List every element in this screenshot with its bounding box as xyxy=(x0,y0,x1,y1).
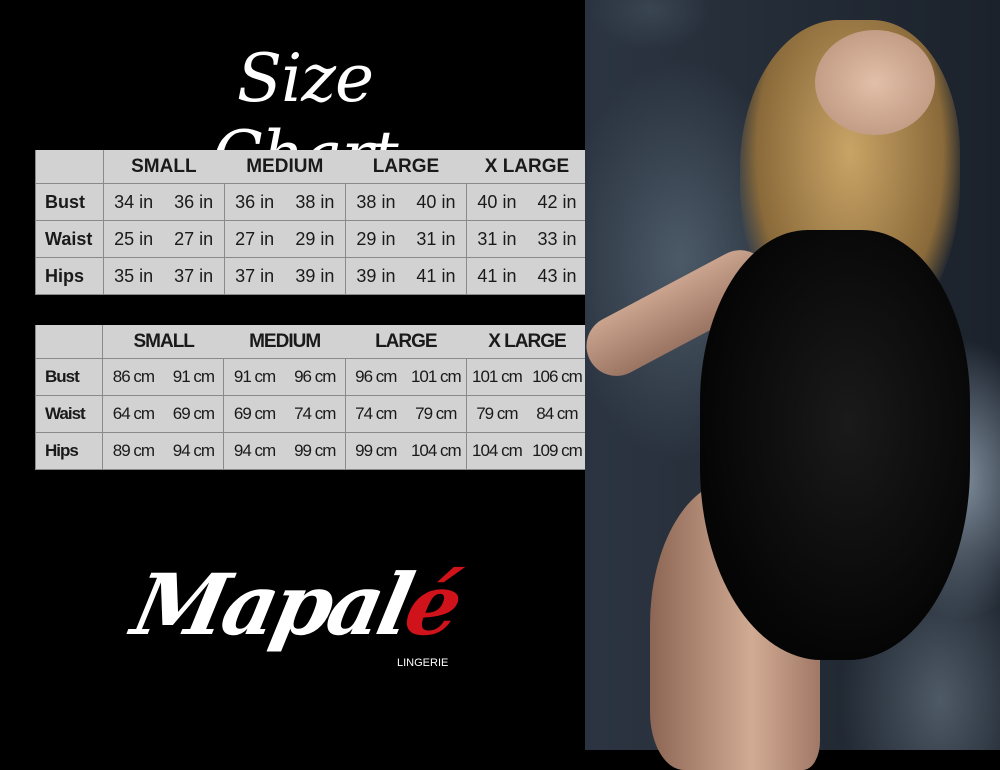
measurement-label: Waist xyxy=(34,395,104,433)
measurement-value: 35 in xyxy=(102,257,164,295)
table-row: Hips 35 in 37 in 37 in 39 in 39 in 41 in 41 in 4… xyxy=(35,257,588,295)
table-row: Bust 34 in 36 in 36 in 38 in 38 in 40 in 40 in 4… xyxy=(35,183,588,221)
measurement-value: 38 in xyxy=(344,183,406,221)
measurement-value: 41 in xyxy=(465,257,527,295)
measurement-value: 40 in xyxy=(465,183,527,221)
size-header: LARGE xyxy=(345,150,467,184)
measurement-value: 91 cm xyxy=(163,358,225,396)
measurement-value: 89 cm xyxy=(102,432,164,470)
measurement-value: 64 cm xyxy=(102,395,164,433)
model-photo-face xyxy=(815,30,935,135)
table-row: Waist 25 in 27 in 27 in 29 in 29 in 31 in 31 in… xyxy=(35,220,588,258)
measurement-value: 104 cm xyxy=(465,432,527,470)
measurement-value: 27 in xyxy=(223,220,285,258)
measurement-value: 91 cm xyxy=(223,358,285,396)
size-header: MEDIUM xyxy=(223,325,346,359)
size-header: MEDIUM xyxy=(224,150,346,184)
measurement-value: 99 cm xyxy=(344,432,406,470)
measurement-label: Waist xyxy=(35,220,104,258)
measurement-value: 86 cm xyxy=(102,358,164,396)
measurement-value: 43 in xyxy=(526,257,588,295)
measurement-value: 39 in xyxy=(284,257,346,295)
corner-cell xyxy=(35,150,104,184)
size-header: LARGE xyxy=(345,325,467,359)
table-row: Bust 86 cm 91 cm 91 cm 96 cm 96 cm 101 cm 101 c… xyxy=(34,358,588,396)
measurement-value: 96 cm xyxy=(284,358,346,396)
size-header: X LARGE xyxy=(466,150,588,184)
measurement-value: 99 cm xyxy=(284,432,346,470)
measurement-label: Bust xyxy=(34,358,104,396)
measurement-value: 36 in xyxy=(163,183,225,221)
measurement-value: 37 in xyxy=(223,257,285,295)
header-row: SMALL MEDIUM LARGE X LARGE xyxy=(35,150,588,184)
measurement-value: 37 in xyxy=(163,257,225,295)
header-row: SMALL MEDIUM LARGE X LARGE xyxy=(34,325,588,359)
measurement-value: 69 cm xyxy=(223,395,285,433)
measurement-value: 79 cm xyxy=(465,395,527,433)
brand-subtitle: LINGERIE xyxy=(397,657,449,669)
measurement-value: 94 cm xyxy=(223,432,285,470)
measurement-value: 31 in xyxy=(405,220,467,258)
table-row: Hips 89 cm 94 cm 94 cm 99 cm 99 cm 104 cm 104 c… xyxy=(34,432,588,470)
measurement-value: 38 in xyxy=(284,183,346,221)
measurement-value: 106 cm xyxy=(526,358,588,396)
size-header: X LARGE xyxy=(466,325,588,359)
measurement-value: 109 cm xyxy=(526,432,588,470)
measurement-value: 79 cm xyxy=(405,395,467,433)
size-table-inches: SMALL MEDIUM LARGE X LARGE Bust 34 in 36 in 36 … xyxy=(35,150,588,295)
measurement-value: 42 in xyxy=(526,183,588,221)
measurement-value: 96 cm xyxy=(344,358,406,396)
measurement-value: 101 cm xyxy=(405,358,467,396)
measurement-value: 25 in xyxy=(102,220,164,258)
measurement-value: 40 in xyxy=(405,183,467,221)
measurement-value: 69 cm xyxy=(163,395,225,433)
measurement-value: 74 cm xyxy=(344,395,406,433)
measurement-value: 74 cm xyxy=(284,395,346,433)
measurement-value: 41 in xyxy=(405,257,467,295)
measurement-value: 84 cm xyxy=(526,395,588,433)
measurement-value: 36 in xyxy=(223,183,285,221)
measurement-value: 29 in xyxy=(344,220,406,258)
measurement-value: 39 in xyxy=(344,257,406,295)
measurement-label: Hips xyxy=(34,432,104,470)
measurement-label: Hips xyxy=(35,257,104,295)
measurement-value: 27 in xyxy=(163,220,225,258)
measurement-value: 29 in xyxy=(284,220,346,258)
measurement-value: 33 in xyxy=(526,220,588,258)
corner-cell xyxy=(34,325,104,359)
model-photo-bodysuit xyxy=(700,230,970,660)
measurement-value: 31 in xyxy=(465,220,527,258)
measurement-value: 101 cm xyxy=(465,358,527,396)
measurement-value: 34 in xyxy=(102,183,164,221)
size-header: SMALL xyxy=(103,150,225,184)
measurement-value: 94 cm xyxy=(163,432,225,470)
size-table-centimeters: SMALL MEDIUM LARGE X LARGE Bust 86 cm 91 cm 91 … xyxy=(34,325,588,470)
brand-logo: Mapalé xyxy=(124,555,468,654)
table-row: Waist 64 cm 69 cm 69 cm 74 cm 74 cm 79 cm 79 cm… xyxy=(34,395,588,433)
size-header: SMALL xyxy=(102,325,224,359)
measurement-value: 104 cm xyxy=(405,432,467,470)
measurement-label: Bust xyxy=(35,183,104,221)
